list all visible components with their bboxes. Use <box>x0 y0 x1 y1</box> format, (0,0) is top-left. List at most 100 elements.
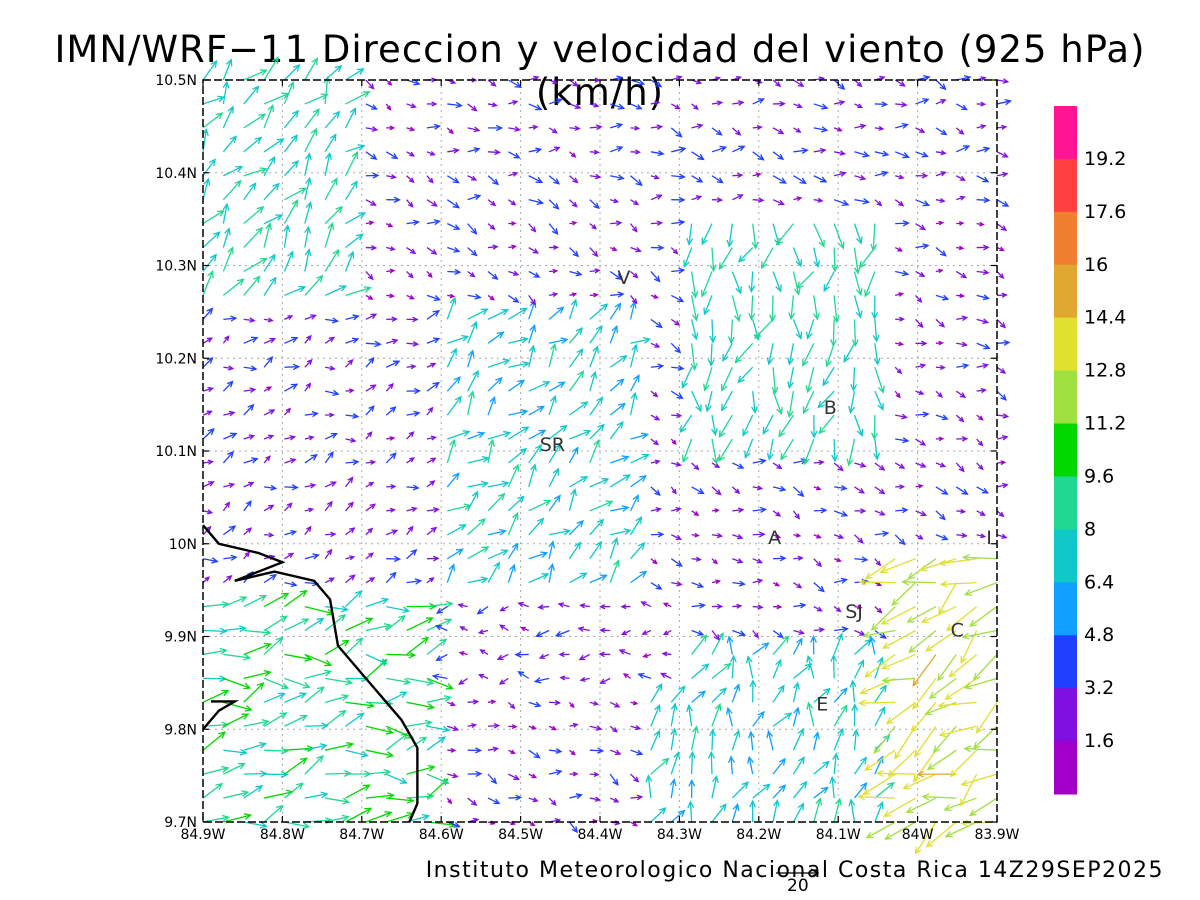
wind-arrow <box>487 797 501 805</box>
wind-arrow <box>691 629 705 636</box>
wind-arrow <box>548 725 558 731</box>
wind-arrow <box>731 295 741 323</box>
wind-arrow <box>467 308 489 320</box>
wind-arrow <box>662 629 672 636</box>
wind-arrow <box>773 555 787 562</box>
wind-arrow <box>263 356 274 368</box>
wind-arrow <box>467 480 490 488</box>
wind-arrow <box>345 574 356 584</box>
wind-arrow <box>559 675 570 681</box>
credit-text: Instituto Meteorologico Nacional Costa R… <box>425 858 1164 883</box>
wind-arrow <box>386 338 399 345</box>
wind-arrow <box>895 437 910 444</box>
wind-arrow <box>894 366 903 375</box>
wind-arrow <box>874 781 895 799</box>
wind-arrow <box>589 423 605 440</box>
wind-arrow <box>202 307 214 320</box>
wind-arrow <box>915 462 927 468</box>
wind-arrow <box>202 481 215 488</box>
wind-arrow <box>243 336 259 344</box>
x-tick-label: 83.9W <box>974 827 1019 843</box>
wind-arrow <box>589 324 603 344</box>
wind-arrow <box>223 653 252 661</box>
wind-arrow <box>528 405 546 416</box>
wind-arrow <box>508 79 523 88</box>
wind-arrow <box>650 438 660 446</box>
wind-arrow <box>222 335 230 344</box>
wind-arrow <box>711 175 724 184</box>
wind-arrow <box>223 713 250 727</box>
wind-arrow <box>386 174 397 180</box>
wind-arrow <box>345 637 364 655</box>
wind-arrow <box>996 460 1007 466</box>
wind-arrow <box>935 340 944 346</box>
wind-arrow <box>849 679 857 703</box>
wind-arrow <box>548 494 561 512</box>
wind-arrow <box>813 247 821 269</box>
wind-arrow <box>650 220 664 227</box>
wind-arrow <box>895 484 906 490</box>
wind-arrow <box>996 533 1008 539</box>
wind-arrow <box>813 582 825 593</box>
wind-arrow <box>731 729 741 751</box>
wind-arrow <box>263 317 274 323</box>
wind-arrow <box>467 369 479 392</box>
wind-arrow <box>324 709 347 727</box>
wind-arrow <box>938 725 977 738</box>
wind-arrow <box>528 295 537 306</box>
wind-arrow <box>609 378 625 392</box>
wind-arrow <box>589 540 603 560</box>
colorbar-label: 12.8 <box>1084 360 1126 382</box>
wind-arrow <box>304 411 319 418</box>
wind-arrow <box>345 807 373 823</box>
wind-arrow <box>446 563 456 583</box>
wind-arrow <box>671 461 682 467</box>
wind-arrow <box>870 606 896 631</box>
wind-arrow <box>793 103 803 109</box>
wind-arrow <box>868 635 876 655</box>
wind-arrow <box>935 318 946 328</box>
wind-arrow <box>691 690 707 703</box>
colorbar: 19.2 17.6 16 14.4 12.8 11.2 9.6 8 6.4 4.8 3.2 1.6 <box>1054 106 1126 795</box>
wind-arrow <box>833 199 850 207</box>
wind-arrow <box>760 247 774 270</box>
wind-arrow <box>554 629 570 637</box>
wind-arrow <box>499 624 509 632</box>
wind-arrow <box>885 701 916 725</box>
wind-arrow <box>426 725 451 733</box>
wind-arrow <box>568 326 583 344</box>
wind-arrow <box>264 532 275 538</box>
wind-arrow <box>630 175 643 187</box>
wind-arrow <box>915 390 925 395</box>
wind-arrow <box>711 702 722 727</box>
wind-arrow <box>609 797 620 803</box>
wind-arrow <box>813 760 830 775</box>
wind-arrow <box>508 244 517 250</box>
wind-arrow <box>650 150 665 157</box>
y-tick-label: 10.5N <box>155 73 197 89</box>
wind-arrow <box>813 126 829 133</box>
wind-arrow <box>737 366 754 384</box>
wind-arrow <box>202 427 215 440</box>
wind-arrow <box>528 344 536 368</box>
wind-arrow <box>853 223 863 245</box>
wind-arrow <box>752 485 764 491</box>
wind-arrow <box>976 221 985 227</box>
wind-arrow <box>589 149 600 155</box>
wind-arrow <box>641 629 652 635</box>
wind-arrow <box>263 677 290 690</box>
wind-arrow <box>935 390 943 398</box>
wind-arrow <box>386 268 396 274</box>
wind-arrow <box>772 533 782 539</box>
wind-arrow <box>707 750 715 775</box>
wind-arrow <box>202 731 227 751</box>
wind-arrow <box>772 271 782 293</box>
wind-arrow <box>670 751 680 775</box>
wind-arrow <box>487 480 510 488</box>
wind-arrow <box>711 632 724 655</box>
wind-arrow <box>223 554 238 561</box>
wind-arrow <box>833 797 842 823</box>
wind-arrow <box>589 500 614 512</box>
wind-arrow <box>813 627 826 633</box>
colorbar-swatch <box>1054 582 1077 636</box>
